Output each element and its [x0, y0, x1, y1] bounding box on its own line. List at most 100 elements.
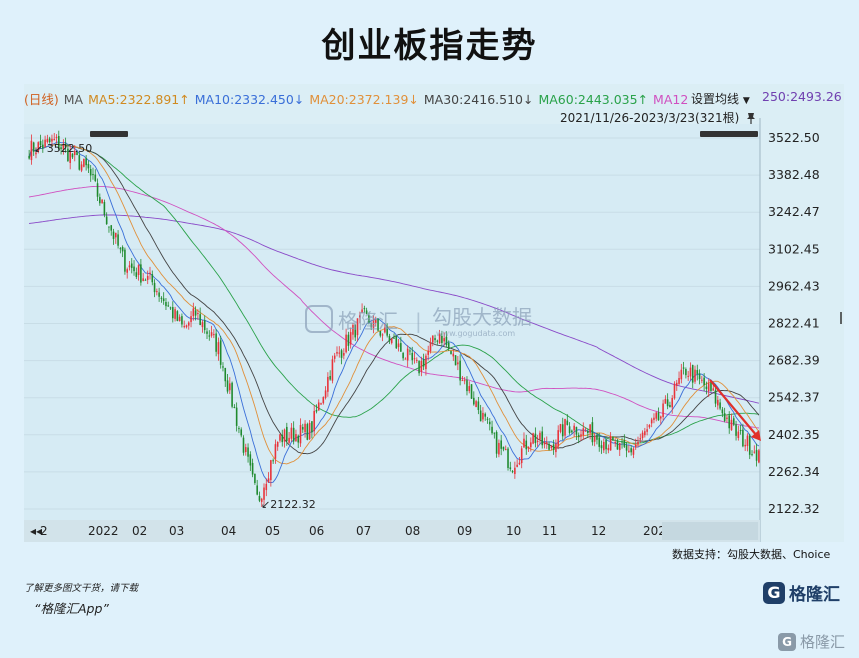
ma-indicator-bar: (日线) MA MA5:2322.891↑ MA10:2332.450↓ MA20:23… — [24, 89, 844, 107]
candlestick-chart[interactable]: 3522.50 3382.48 3242.47 3102.45 2962.43 2822.… — [24, 84, 844, 542]
candle-body — [349, 332, 352, 345]
candle-body — [707, 383, 710, 392]
candle-body — [418, 361, 420, 374]
candle-body — [64, 143, 67, 148]
candle-body — [434, 338, 436, 341]
settings-ma-button[interactable]: 设置均线 ▼ — [688, 90, 753, 107]
candle-body — [625, 445, 628, 451]
trend-arrowhead — [751, 430, 761, 441]
candle-body — [753, 451, 756, 453]
candle-body — [39, 141, 42, 146]
candle-body — [379, 331, 382, 336]
candle-body — [343, 353, 345, 356]
candle-body — [500, 440, 502, 449]
candle-body — [598, 437, 601, 447]
trend-arrow-icon — [709, 379, 758, 437]
y-tick-label: 3102.45 — [768, 241, 820, 256]
candle-body — [71, 153, 74, 158]
chart-panel[interactable]: 3522.50 3382.48 3242.47 3102.45 2962.43 2822.… — [24, 84, 844, 542]
x-tick-label: 11 — [542, 524, 557, 538]
ma250-line — [29, 214, 759, 404]
candle-body — [233, 406, 236, 408]
candle-body — [732, 418, 735, 425]
candle-body — [507, 448, 509, 468]
candle-body — [247, 447, 249, 457]
period-label: (日线) — [24, 92, 59, 107]
candle-body — [288, 437, 290, 443]
candle-body — [746, 435, 749, 447]
candle-body — [675, 382, 678, 386]
candle-body — [356, 318, 359, 336]
candle-body — [637, 441, 639, 445]
candle-body — [263, 487, 265, 500]
x-axis-strip[interactable] — [24, 520, 760, 542]
candle-body — [69, 151, 71, 163]
ma20-value: MA20:2372.139↓ — [309, 92, 419, 107]
candle-body — [340, 350, 343, 358]
x-tick-label: 04 — [221, 524, 236, 538]
candle-body — [222, 366, 224, 368]
candle-body — [105, 216, 108, 225]
scroll-handle-right[interactable] — [700, 131, 758, 137]
y-tick-label: 3382.48 — [768, 167, 820, 182]
candle-body — [723, 413, 726, 422]
logo-mark: G — [763, 581, 785, 604]
candle-body — [744, 444, 746, 447]
x-tick-label: 10 — [506, 524, 521, 538]
candle-body — [388, 335, 391, 342]
date-range: 2021/11/26-2023/3/23(321根) — [560, 111, 740, 125]
candle-body — [411, 352, 414, 361]
candle-body — [165, 301, 167, 307]
candle-body — [561, 424, 564, 437]
candle-body — [320, 403, 322, 405]
candle-body — [292, 427, 295, 442]
candle-body — [281, 434, 284, 443]
candle-body — [44, 139, 46, 147]
candle-body — [717, 399, 719, 406]
candle-body — [498, 442, 500, 455]
candle-body — [425, 355, 427, 370]
candle-body — [254, 473, 256, 483]
pin-icon[interactable] — [746, 109, 756, 124]
candle-body — [514, 467, 516, 475]
candle-body — [689, 367, 692, 377]
candle-body — [110, 225, 113, 231]
candle-body — [299, 425, 302, 444]
candle-body — [128, 265, 131, 268]
candle-body — [404, 358, 407, 360]
candle-body — [400, 343, 402, 352]
candle-body — [333, 355, 336, 359]
candle-body — [473, 397, 475, 405]
plot-area[interactable] — [24, 124, 760, 520]
logo-text: 格隆汇 — [789, 585, 840, 605]
candle-body — [450, 351, 452, 354]
candle-body — [648, 424, 651, 428]
candle-body — [80, 164, 83, 171]
candle-body — [477, 401, 480, 411]
x-tick-label: 2 — [40, 524, 48, 538]
candle-body — [244, 447, 247, 453]
candle-body — [555, 443, 557, 453]
candle-body — [358, 315, 361, 318]
candle-body — [452, 353, 455, 357]
candle-body — [272, 460, 274, 462]
candle-body — [552, 444, 555, 450]
candle-body — [673, 383, 676, 399]
scroll-handle-left[interactable] — [90, 131, 128, 137]
candle-body — [42, 144, 44, 149]
candle-body — [413, 358, 416, 360]
candle-body — [486, 418, 489, 420]
candle-body — [133, 266, 135, 272]
ma5-value: MA5:2322.891↑ — [88, 92, 190, 107]
candle-body — [384, 327, 386, 333]
crosshair-date-box — [662, 522, 758, 540]
candle-body — [258, 495, 261, 501]
candle-body — [197, 313, 199, 315]
candle-body — [87, 163, 90, 169]
candle-body — [641, 432, 644, 439]
candle-body — [438, 333, 441, 344]
candle-body — [146, 275, 149, 280]
candle-body — [315, 409, 318, 412]
candle-body — [85, 158, 87, 166]
candle-body — [518, 462, 521, 465]
